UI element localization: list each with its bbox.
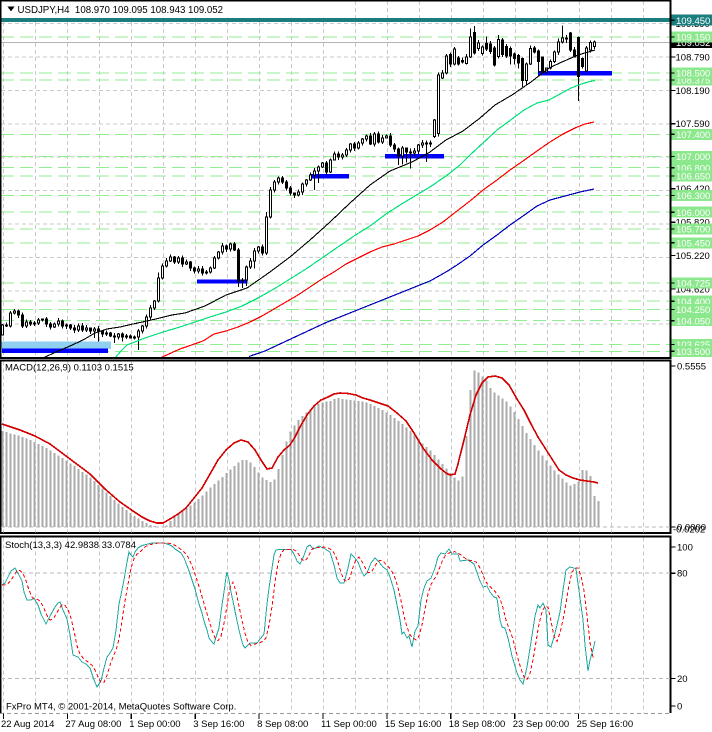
svg-text:107.000: 107.000	[676, 152, 710, 163]
svg-text:108.790: 108.790	[676, 52, 710, 63]
svg-text:USDJPY,H4 108.970 109.095 108: USDJPY,H4 108.970 109.095 108.943 109.05…	[18, 5, 224, 16]
svg-text:11 Sep 00:00: 11 Sep 00:00	[321, 719, 377, 730]
svg-text:106.420: 106.420	[676, 184, 710, 195]
svg-text:25 Sep 16:00: 25 Sep 16:00	[577, 719, 634, 730]
svg-text:108.375: 108.375	[676, 76, 710, 87]
svg-text:105.450: 105.450	[676, 238, 710, 249]
svg-text:106.650: 106.650	[676, 172, 710, 183]
svg-text:20: 20	[677, 674, 688, 685]
svg-text:22 Aug 2014: 22 Aug 2014	[1, 719, 54, 730]
svg-text:-0.0202: -0.0202	[673, 525, 705, 536]
svg-text:106.300: 106.300	[676, 191, 710, 202]
svg-text:8 Sep 08:00: 8 Sep 08:00	[257, 719, 308, 730]
svg-text:0: 0	[677, 701, 682, 712]
svg-text:18 Sep 08:00: 18 Sep 08:00	[449, 719, 506, 730]
svg-text:100: 100	[677, 542, 693, 553]
svg-text:Stoch(13,3,3) 42.9838 33.0784: Stoch(13,3,3) 42.9838 33.0784	[5, 540, 136, 551]
svg-text:104.050: 104.050	[676, 316, 710, 327]
svg-text:109.052: 109.052	[676, 38, 710, 49]
svg-text:104.250: 104.250	[676, 305, 710, 316]
svg-text:15 Sep 16:00: 15 Sep 16:00	[385, 719, 442, 730]
svg-text:MACD(12,26,9) 0.1103 0.1515: MACD(12,26,9) 0.1103 0.1515	[5, 363, 134, 374]
svg-text:80: 80	[677, 569, 688, 580]
svg-text:27 Aug 08:00: 27 Aug 08:00	[65, 719, 121, 730]
svg-text:106.800: 106.800	[676, 163, 710, 174]
svg-text:104.725: 104.725	[676, 279, 710, 290]
svg-text:105.820: 105.820	[676, 218, 710, 229]
svg-text:0.5555: 0.5555	[677, 361, 706, 372]
svg-text:109.450: 109.450	[676, 16, 710, 27]
svg-text:105.700: 105.700	[676, 225, 710, 236]
svg-text:107.400: 107.400	[676, 130, 710, 141]
svg-text:108.190: 108.190	[676, 86, 710, 97]
svg-text:109.150: 109.150	[676, 33, 710, 44]
svg-text:103.625: 103.625	[676, 340, 710, 351]
svg-text:105.220: 105.220	[676, 251, 710, 262]
svg-text:108.500: 108.500	[676, 69, 710, 80]
svg-text:107.590: 107.590	[676, 119, 710, 130]
svg-text:103.500: 103.500	[676, 347, 710, 358]
svg-text:104.620: 104.620	[676, 284, 710, 295]
svg-text:FxPro MT4, © 2001-2014, MetaQu: FxPro MT4, © 2001-2014, MetaQuotes Softw…	[6, 702, 236, 713]
svg-text:106.000: 106.000	[676, 208, 710, 219]
svg-text:3 Sep 16:00: 3 Sep 16:00	[193, 719, 244, 730]
svg-text:23 Sep 00:00: 23 Sep 00:00	[513, 719, 570, 730]
svg-text:1 Sep 00:00: 1 Sep 00:00	[129, 719, 180, 730]
svg-text:104.400: 104.400	[676, 297, 710, 308]
svg-text:0.0000: 0.0000	[677, 522, 706, 533]
